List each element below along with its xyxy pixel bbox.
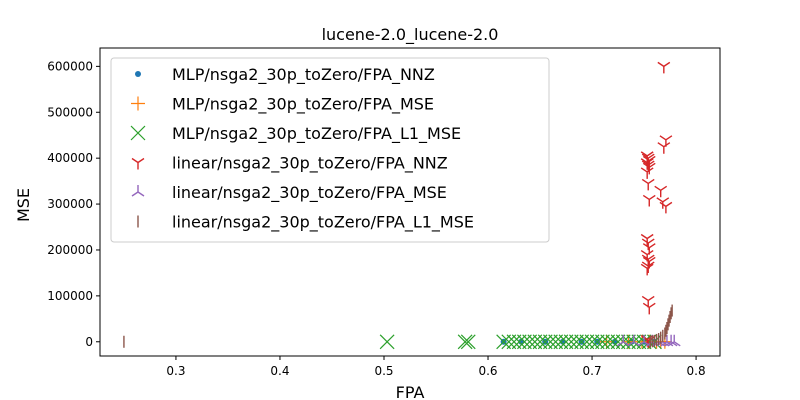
x-tick-label: 0.8 xyxy=(687,364,706,378)
data-point xyxy=(574,334,590,350)
data-point xyxy=(522,334,538,350)
data-point xyxy=(657,142,671,154)
x-tick-label: 0.7 xyxy=(583,364,602,378)
legend-marker xyxy=(130,125,146,141)
data-point xyxy=(605,334,621,350)
legend-marker xyxy=(131,185,145,197)
data-point xyxy=(553,334,569,350)
x-tick-label: 0.3 xyxy=(166,364,185,378)
data-point xyxy=(642,194,656,207)
data-point xyxy=(543,334,558,350)
y-axis-ticks: 0 100000 200000 300000 400000 500000 600000 xyxy=(47,59,100,349)
series-4 xyxy=(616,334,681,347)
chart-title: lucene-2.0_lucene-2.0 xyxy=(322,25,499,45)
series-3 xyxy=(640,61,673,348)
y-tick-label: 500000 xyxy=(47,105,93,119)
x-tick-label: 0.5 xyxy=(374,364,393,378)
data-point xyxy=(569,334,584,350)
data-point xyxy=(379,334,395,350)
data-point xyxy=(527,334,543,350)
y-tick-label: 100000 xyxy=(47,289,93,303)
legend: MLP/nsga2_30p_toZero/FPA_NNZ MLP/nsga2_30… xyxy=(110,57,550,243)
data-point xyxy=(656,197,670,209)
data-point xyxy=(496,334,512,350)
x-tick-label: 0.4 xyxy=(270,364,289,378)
data-point xyxy=(548,334,564,350)
plot-area-marks xyxy=(123,61,681,350)
legend-marker xyxy=(131,96,145,111)
data-point xyxy=(660,334,674,347)
data-point xyxy=(563,334,579,350)
legend-label: MLP/nsga2_30p_toZero/FPA_NNZ xyxy=(172,65,435,85)
legend-label: MLP/nsga2_30p_toZero/FPA_MSE xyxy=(172,95,434,115)
data-point xyxy=(595,334,610,350)
data-point xyxy=(659,201,673,214)
data-point xyxy=(460,334,476,350)
legend-box xyxy=(110,57,550,243)
x-axis-ticks: 0.3 0.4 0.5 0.6 0.7 0.8 xyxy=(166,356,706,378)
data-point xyxy=(657,61,671,74)
data-point xyxy=(584,334,600,350)
legend-label: linear/nsga2_30p_toZero/FPA_L1_MSE xyxy=(172,213,474,233)
data-point xyxy=(558,334,574,350)
plot-frame xyxy=(99,47,721,357)
data-point xyxy=(642,302,656,315)
data-point xyxy=(532,334,548,350)
series-5 xyxy=(123,304,673,348)
legend-label: linear/nsga2_30p_toZero/FPA_NNZ xyxy=(172,154,448,174)
y-tick-label: 400000 xyxy=(47,151,93,165)
legend-marker xyxy=(135,71,141,77)
data-point xyxy=(501,334,517,350)
data-point xyxy=(589,334,605,350)
data-point xyxy=(579,334,595,350)
x-tick-label: 0.6 xyxy=(478,364,497,378)
data-point xyxy=(511,334,527,350)
y-tick-label: 200000 xyxy=(47,243,93,257)
data-point xyxy=(600,334,616,350)
legend-label: MLP/nsga2_30p_toZero/FPA_L1_MSE xyxy=(172,124,461,144)
y-tick-label: 0 xyxy=(85,335,93,349)
data-point xyxy=(537,334,553,350)
legend-label: linear/nsga2_30p_toZero/FPA_MSE xyxy=(172,183,447,203)
data-point xyxy=(641,178,655,191)
y-tick-label: 300000 xyxy=(47,197,93,211)
legend-marker xyxy=(131,157,145,170)
x-axis-label: FPA xyxy=(396,383,425,400)
y-axis-label: MSE xyxy=(14,188,33,222)
data-point xyxy=(640,167,654,179)
data-point xyxy=(457,334,473,350)
data-point xyxy=(640,263,654,276)
data-point xyxy=(506,334,522,350)
data-point xyxy=(637,334,651,347)
y-tick-label: 600000 xyxy=(47,59,93,73)
data-point xyxy=(667,334,681,347)
data-point xyxy=(654,185,668,198)
data-point xyxy=(517,334,532,350)
